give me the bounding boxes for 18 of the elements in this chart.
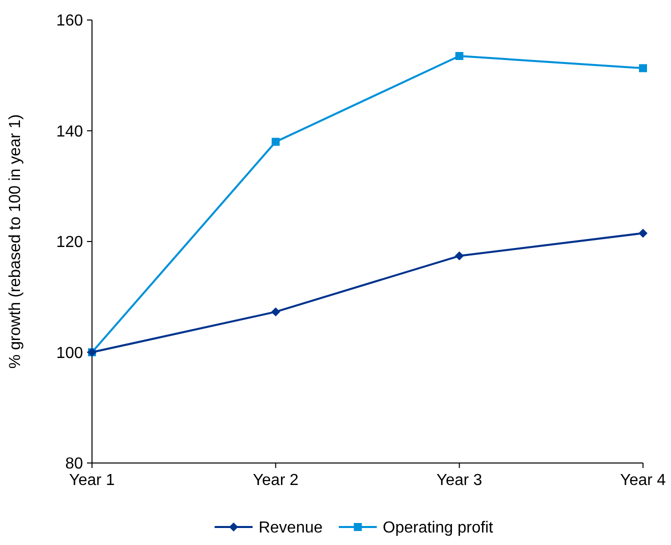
- x-tick-label: Year 3: [436, 472, 482, 489]
- point: [454, 251, 464, 260]
- point: [639, 64, 647, 72]
- y-tick-label: 120: [56, 234, 84, 252]
- x-tick-label: Year 4: [620, 472, 666, 489]
- point: [638, 228, 648, 238]
- x-tick-label: Year 1: [69, 472, 115, 489]
- y-axis-title: % growth (rebased to 100 in year 1): [7, 114, 24, 369]
- point: [455, 52, 464, 60]
- y-tick-label: 100: [56, 344, 84, 362]
- y-tick-label: 80: [65, 456, 84, 473]
- x-tick-label: Year 2: [252, 472, 299, 489]
- legend-label: Revenue: [258, 520, 323, 537]
- point: [271, 307, 280, 316]
- point: [272, 138, 280, 146]
- y-tick-label: 140: [56, 123, 84, 140]
- legend-label: Operating profit: [382, 520, 494, 537]
- y-tick-label: 160: [56, 12, 84, 30]
